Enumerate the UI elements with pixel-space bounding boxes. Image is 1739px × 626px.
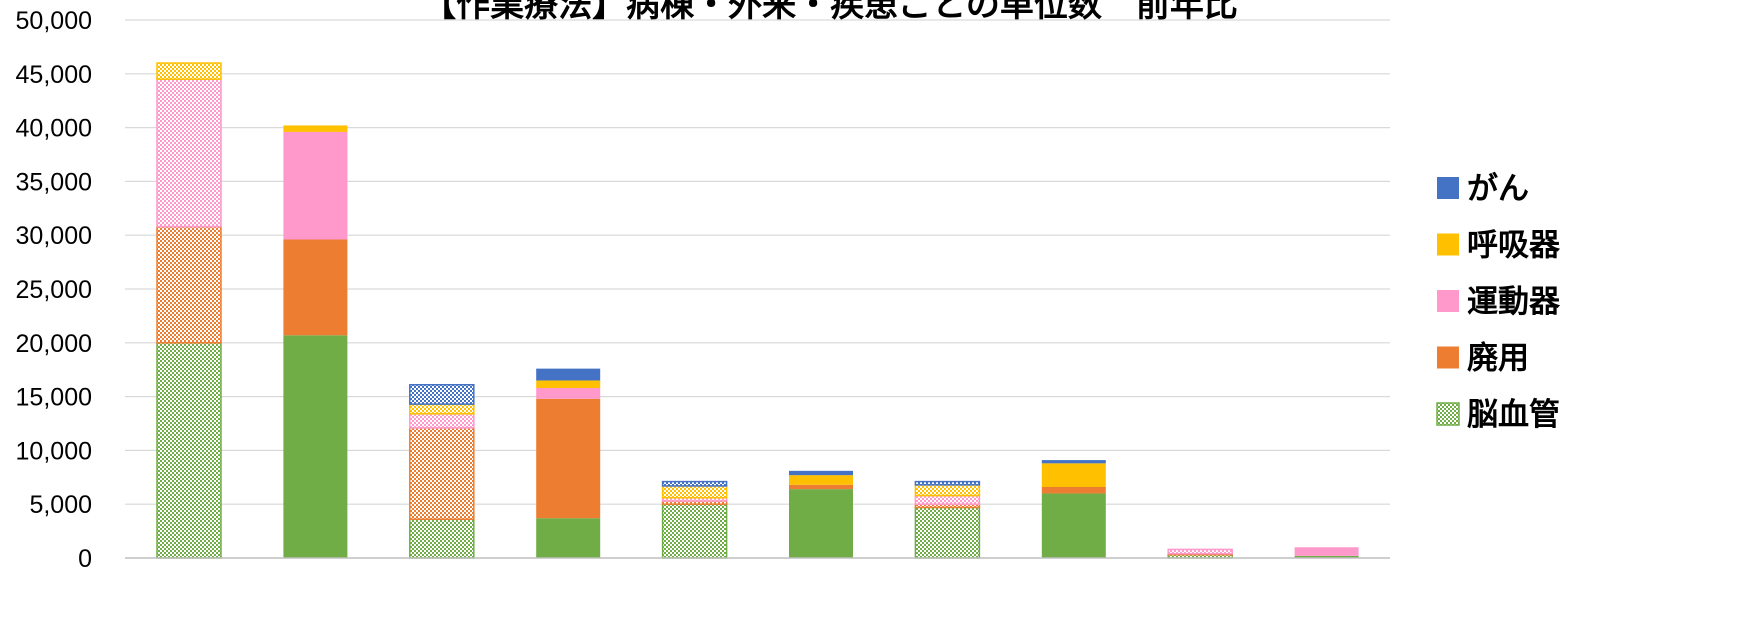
bar-segment (661, 480, 728, 487)
bar-segment (1041, 486, 1106, 494)
legend-label: 廃用 (1467, 341, 1529, 377)
bar-stack (409, 384, 475, 559)
bar-segment (283, 335, 348, 558)
y-tick-label: 40,000 (16, 115, 92, 143)
bar-segment (409, 384, 475, 405)
bar-segment (1041, 463, 1106, 487)
bar-segment (536, 368, 601, 381)
bar-stack (1041, 460, 1106, 558)
bar-segment (156, 342, 222, 559)
legend-label: がん (1467, 171, 1529, 207)
bar-segment (156, 62, 222, 80)
bar-segment (536, 387, 601, 399)
bar-segment (789, 470, 853, 476)
legend-swatch (1437, 177, 1459, 199)
legend-swatch (1436, 402, 1460, 426)
legend-label: 呼吸器 (1467, 228, 1561, 264)
bar-stack (1294, 547, 1359, 558)
y-tick-label: 25,000 (16, 276, 92, 304)
bar-segment (536, 398, 601, 519)
legend-swatch (1437, 233, 1459, 256)
bar-segment (283, 131, 348, 240)
bar-segment (789, 475, 853, 485)
bar-segment (1041, 460, 1106, 464)
legend-swatch (1437, 290, 1459, 312)
y-axis-tick-labels: 0 5,000 10,000 15,000 20,000 25,000 30,000 35,0… (16, 7, 92, 573)
bar-segment (661, 503, 728, 559)
bar-segment (156, 78, 222, 228)
bar-segment (283, 239, 348, 336)
bar-segment (1167, 548, 1233, 555)
legend-swatch (1437, 346, 1459, 369)
bar-segment (409, 403, 475, 415)
bars (156, 62, 1359, 559)
y-tick-label: 20,000 (16, 330, 92, 358)
y-tick-label: 10,000 (16, 437, 92, 465)
bar-segment (914, 494, 981, 505)
bar-stack (156, 62, 222, 559)
bar-segment (536, 518, 601, 558)
bar-stack (1167, 548, 1233, 559)
bar-segment (914, 480, 981, 486)
y-tick-label: 5,000 (29, 491, 92, 519)
bar-segment (283, 125, 348, 132)
bar-segment (789, 489, 853, 558)
bar-segment (1294, 547, 1359, 556)
chart-title: 【作業療法】病棟・外来・疾患ごとの単位数 前年比 (422, 0, 1238, 25)
bar-segment (156, 225, 222, 344)
bar-stack (536, 368, 601, 558)
bar-segment (1294, 555, 1359, 558)
bar-stack (789, 470, 853, 558)
bar-segment (409, 518, 475, 559)
bar-segment (409, 427, 475, 521)
bar-stack (661, 480, 728, 559)
y-tick-label: 50,000 (16, 7, 92, 35)
y-tick-label: 45,000 (16, 61, 92, 89)
bar-segment (789, 484, 853, 490)
bar-stack (283, 125, 348, 558)
y-tick-label: 30,000 (16, 222, 92, 250)
bar-segment (661, 485, 728, 499)
legend-label: 運動器 (1467, 284, 1561, 320)
bar-segment (914, 506, 981, 559)
y-tick-label: 35,000 (16, 168, 92, 196)
bar-segment (536, 380, 601, 388)
bar-segment (409, 413, 475, 429)
y-tick-label: 15,000 (16, 384, 92, 412)
y-tick-label: 0 (78, 545, 92, 573)
bar-stack (914, 480, 981, 559)
bar-segment (914, 484, 981, 497)
legend-label: 脳血管 (1467, 397, 1560, 433)
bar-segment (1041, 493, 1106, 558)
